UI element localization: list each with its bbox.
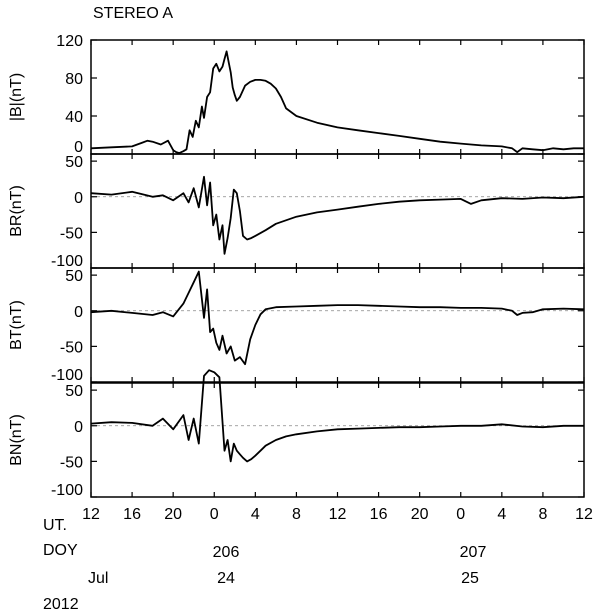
- year-row-label: 2012: [43, 596, 79, 613]
- panels: 04080120|B|(nT)-100-50050BR(nT)-100-5005…: [8, 33, 585, 499]
- ut-row-label: UT.: [43, 517, 67, 534]
- y-tick-label: 50: [65, 383, 83, 400]
- y-tick-label: -50: [60, 454, 83, 471]
- x-tick-label: 16: [370, 506, 388, 523]
- chart-title: STEREO A: [93, 5, 173, 22]
- x-axis: 12 16 20 0 4 8 12 16 20 0 4 8 12: [82, 506, 593, 523]
- y-tick-label: 0: [74, 304, 83, 321]
- y-tick-label: -100: [51, 367, 83, 384]
- series-line: [90, 175, 585, 255]
- y-tick-label: 40: [65, 109, 83, 126]
- series-line: [90, 50, 584, 155]
- doy-207-label: 207: [460, 544, 487, 561]
- doy-row-label: DOY: [43, 542, 78, 559]
- panel-frame: [90, 382, 585, 498]
- y-tick-label: 120: [56, 33, 83, 50]
- y-tick-label: -100: [51, 253, 83, 270]
- y-tick-label: -50: [60, 225, 83, 242]
- y-tick-label: 0: [74, 139, 83, 156]
- panel-frame: [90, 153, 585, 269]
- series-line: [90, 270, 585, 366]
- x-tick-label: 12: [329, 506, 347, 523]
- panel-4: -100 -50 0 50 BN(nT): [8, 369, 585, 499]
- x-tick-label: 4: [251, 506, 260, 523]
- x-tick-label: 0: [456, 506, 465, 523]
- month-row-label: Jul: [88, 570, 108, 587]
- x-tick-label: 20: [164, 506, 182, 523]
- doy-206-label: 206: [213, 544, 240, 561]
- panel-2: -100 -50 0 50 BR(nT): [8, 153, 585, 270]
- y-tick-label: -100: [51, 482, 83, 499]
- x-tick-label: 20: [411, 506, 429, 523]
- y-axis-label: BT(nT): [8, 300, 25, 350]
- y-tick-label: 80: [65, 71, 83, 88]
- day-24-label: 24: [217, 570, 235, 587]
- y-axis-label: BN(nT): [8, 414, 25, 466]
- y-axis-label: |B|(nT): [8, 73, 25, 121]
- panel-1: 0 40 80 120 |B|(nT): [8, 33, 585, 156]
- y-tick-label: 0: [74, 190, 83, 207]
- y-tick-label: -50: [60, 339, 83, 356]
- x-tick-label: 16: [123, 506, 141, 523]
- series-line: [90, 369, 584, 463]
- y-axis-label: BR(nT): [8, 185, 25, 237]
- y-tick-label: 0: [74, 419, 83, 436]
- panel-frame: [90, 267, 585, 383]
- panel-3: -100 -50 0 50 BT(nT): [8, 267, 585, 384]
- x-tick-label: 8: [538, 506, 547, 523]
- x-tick-label: 12: [575, 506, 593, 523]
- y-tick-label: 50: [65, 154, 83, 171]
- y-tick-label: 50: [65, 268, 83, 285]
- day-25-label: 25: [461, 570, 479, 587]
- panel-frame: [90, 39, 585, 155]
- x-tick-label: 12: [82, 506, 100, 523]
- x-tick-label: 0: [210, 506, 219, 523]
- x-tick-label: 8: [292, 506, 301, 523]
- x-tick-label: 4: [497, 506, 506, 523]
